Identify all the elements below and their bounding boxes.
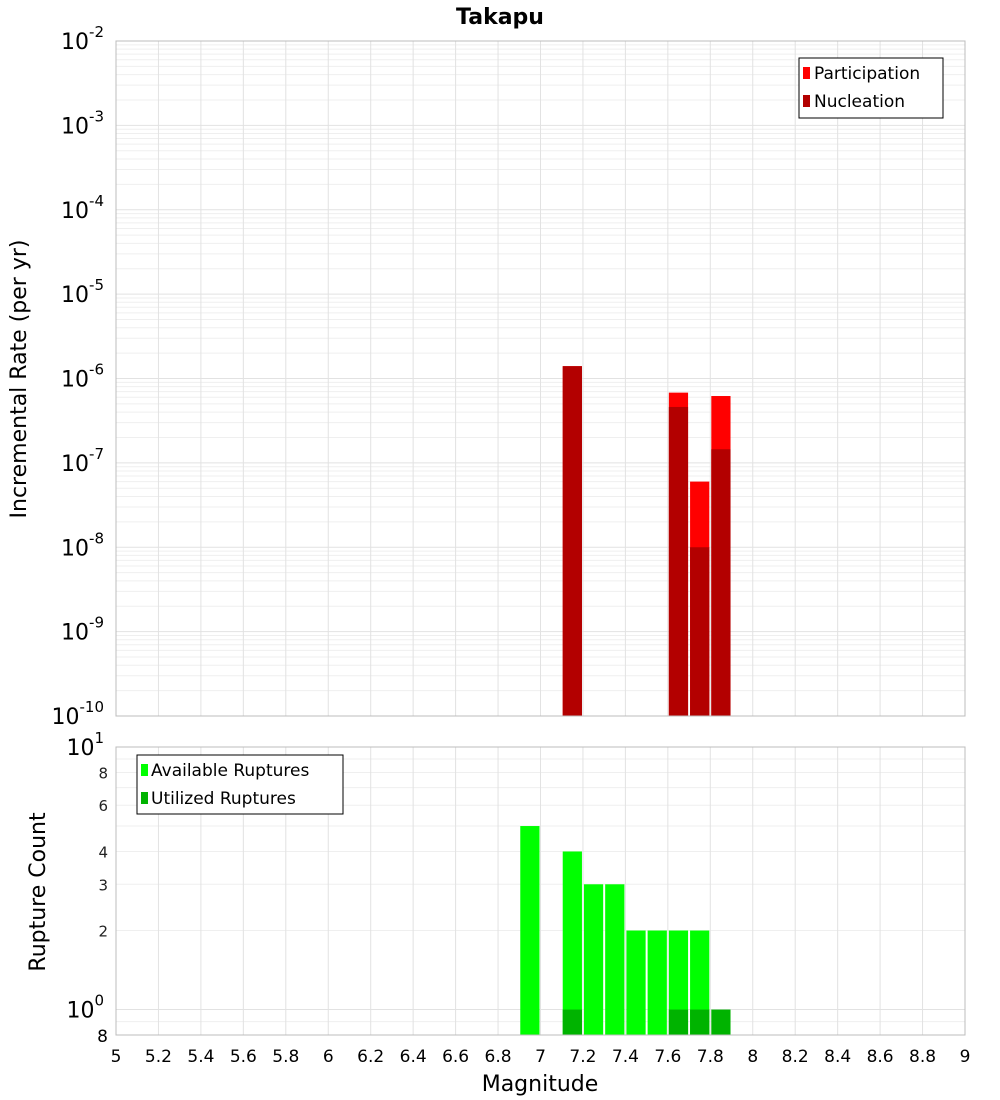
- count-legend-label: Available Ruptures: [151, 761, 309, 781]
- available-ruptures-bar: [605, 884, 625, 1035]
- x-tick-label: 9: [960, 1047, 971, 1067]
- rate-y-tick-label: 10-10: [52, 698, 105, 730]
- x-tick-label: 8.4: [824, 1047, 851, 1067]
- x-tick-label: 6.8: [485, 1047, 512, 1067]
- count-y-minor-tick-label: 8: [98, 764, 108, 782]
- utilized-ruptures-bar: [562, 1009, 582, 1035]
- count-y-minor-tick-label: 6: [98, 797, 108, 815]
- count-y-bottom-tick-label: 8: [97, 1027, 108, 1047]
- count-legend: Available Ruptures Utilized Ruptures: [136, 754, 344, 815]
- count-y-minor-tick-label: 4: [98, 843, 108, 861]
- rate-y-tick-label: 10-8: [61, 529, 104, 561]
- count-y-major-tick-label: 101: [66, 729, 104, 761]
- rate-y-tick-label-exp: -9: [89, 614, 104, 632]
- utilized-ruptures-bar: [711, 1009, 731, 1035]
- nucleation-bar: [711, 449, 731, 716]
- x-tick-label: 7: [535, 1047, 546, 1067]
- rate-plot-panel: 10-210-310-410-510-610-710-810-910-10Par…: [52, 23, 966, 730]
- x-tick-label: 5.2: [145, 1047, 172, 1067]
- nucleation-bar: [690, 547, 710, 716]
- rate-y-tick-label-base: 10: [61, 536, 89, 561]
- rate-y-tick-label: 10-6: [61, 361, 104, 393]
- rate-y-tick-label-exp: -8: [89, 529, 104, 547]
- x-axis-label: Magnitude: [482, 1072, 599, 1097]
- utilized-ruptures-bar: [690, 1009, 710, 1035]
- available-ruptures-bar: [562, 851, 582, 1035]
- rate-y-axis-label: Incremental Rate (per yr): [7, 240, 32, 519]
- count-y-major-tick-label-base: 10: [66, 999, 94, 1024]
- rate-y-tick-label-exp: -3: [89, 107, 104, 125]
- nucleation-bar: [668, 406, 689, 716]
- count-y-major-tick-label-exp: 0: [94, 992, 104, 1010]
- x-tick-label: 5: [111, 1047, 122, 1067]
- rate-y-tick-label: 10-9: [61, 614, 104, 646]
- rate-y-tick-label-base: 10: [61, 30, 89, 55]
- count-y-major-tick-label-exp: 1: [94, 729, 104, 747]
- rate-legend-box: [798, 57, 944, 119]
- rate-y-tick-label-base: 10: [61, 452, 89, 477]
- chart-title: Takapu: [456, 5, 544, 30]
- rate-y-tick-label: 10-5: [61, 276, 104, 308]
- x-tick-label: 7.2: [569, 1047, 596, 1067]
- available-ruptures-bar: [520, 826, 540, 1035]
- x-tick-label: 6: [323, 1047, 334, 1067]
- rate-y-tick-label-exp: -7: [89, 445, 104, 463]
- rate-y-tick-label-base: 10: [61, 368, 89, 393]
- rate-legend-swatch: [803, 67, 810, 79]
- rate-plot-frame: [115, 40, 966, 717]
- count-y-major-tick-label-base: 10: [66, 736, 94, 761]
- rate-y-tick-label: 10-4: [61, 192, 104, 224]
- rate-legend-swatch: [803, 95, 810, 107]
- rate-y-tick-label-exp: -6: [89, 361, 104, 379]
- rate-y-tick-label-exp: -5: [89, 276, 104, 294]
- count-legend-swatch: [141, 764, 148, 776]
- x-tick-label: 5.4: [187, 1047, 214, 1067]
- rate-y-tick-label-base: 10: [61, 114, 89, 139]
- rate-y-tick-label-base: 10: [61, 621, 89, 646]
- available-ruptures-bar: [668, 930, 689, 1035]
- rate-legend-label: Nucleation: [814, 92, 905, 112]
- x-tick-label: 6.2: [357, 1047, 384, 1067]
- count-legend-swatch: [141, 792, 148, 804]
- rate-y-tick-label: 10-3: [61, 107, 104, 139]
- x-tick-label: 6.6: [442, 1047, 469, 1067]
- available-ruptures-bar: [626, 930, 646, 1035]
- count-y-minor-tick-label: 3: [98, 876, 108, 894]
- x-tick-label: 8.2: [782, 1047, 809, 1067]
- x-tick-label: 7.4: [612, 1047, 639, 1067]
- count-y-axis-label: Rupture Count: [26, 812, 51, 972]
- rate-y-tick-label: 10-2: [61, 23, 104, 55]
- count-legend-box: [136, 754, 344, 815]
- x-tick-label: 8.8: [909, 1047, 936, 1067]
- count-y-major-tick-label: 100: [66, 992, 104, 1024]
- nucleation-bar: [562, 366, 582, 716]
- available-ruptures-bar: [647, 930, 667, 1035]
- available-ruptures-bar: [583, 884, 604, 1035]
- count-legend-label: Utilized Ruptures: [151, 789, 296, 809]
- rate-y-tick-label-base: 10: [61, 199, 89, 224]
- x-tick-label: 7.8: [697, 1047, 724, 1067]
- rate-y-tick-label: 10-7: [61, 445, 104, 477]
- x-tick-label: 7.6: [654, 1047, 681, 1067]
- available-ruptures-bar: [690, 930, 710, 1035]
- x-tick-label: 5.8: [272, 1047, 299, 1067]
- rate-y-tick-label-exp: -10: [80, 698, 105, 716]
- rate-y-tick-label-exp: -4: [89, 192, 104, 210]
- rate-y-tick-label-base: 10: [61, 283, 89, 308]
- utilized-ruptures-bar: [668, 1009, 689, 1035]
- x-tick-label: 6.4: [400, 1047, 427, 1067]
- rate-y-tick-label-base: 10: [52, 705, 80, 730]
- rate-legend-label: Participation: [814, 64, 920, 84]
- x-tick-label: 8.6: [867, 1047, 894, 1067]
- count-plot-frame: [115, 746, 966, 1036]
- x-tick-label: 5.6: [230, 1047, 257, 1067]
- x-tick-label: 8: [747, 1047, 758, 1067]
- rate-legend: Participation Nucleation: [798, 57, 944, 119]
- count-y-minor-tick-label: 2: [98, 923, 108, 941]
- rate-y-tick-label-exp: -2: [89, 23, 104, 41]
